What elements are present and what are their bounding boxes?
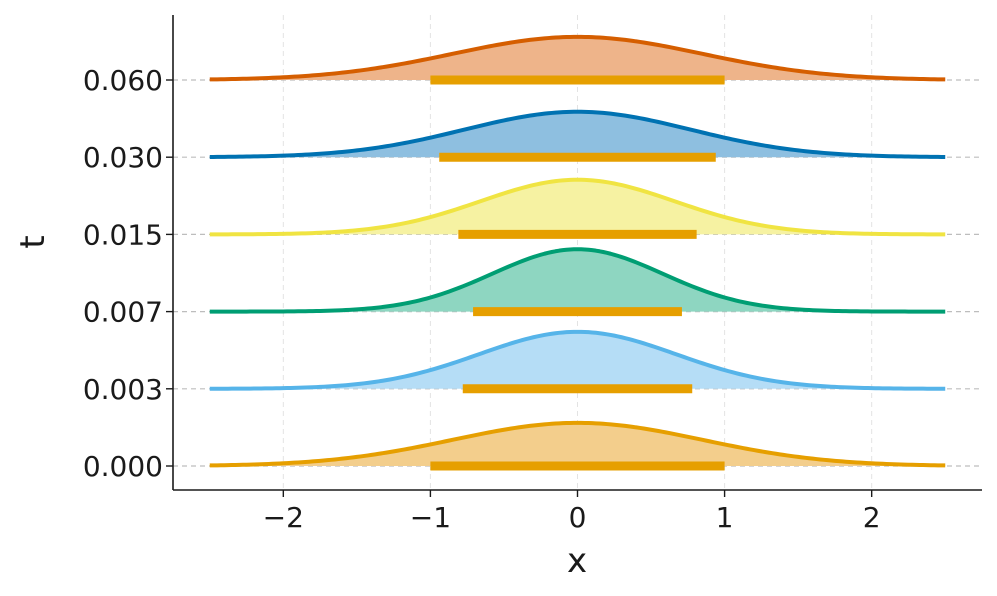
ridge-line [209,329,946,391]
y-axis-title: t [13,235,53,248]
ridge-fill [209,111,946,158]
ridge-0.000 [209,420,946,471]
ridge-line [209,34,946,82]
x-tick-label: −1 [410,501,451,534]
ridge-fill [209,249,946,312]
x-tick-label: 2 [863,501,881,534]
x-tick-label: 1 [716,501,734,534]
ridge-0.003 [209,329,946,394]
y-ticks: 0.060 0.030 0.015 0.007 0.003 0.000 [83,64,173,483]
ridges [209,34,946,471]
y-tick-label: 0.007 [83,296,163,329]
ridge-line [209,109,946,159]
x-tick-label: −2 [263,501,304,534]
y-tick-label: 0.030 [83,141,163,174]
ridge-0.030 [209,109,946,162]
ridge-line [209,247,946,314]
y-tick-label: 0.003 [83,373,163,406]
x-ticks: −2 −1 0 1 2 [263,490,881,534]
ridge-0.007 [209,247,946,317]
ridge-line [209,177,946,237]
ridge-fill [209,422,946,466]
ridge-line [209,420,946,468]
ridge-fill [209,179,946,235]
x-tick-label: 0 [569,501,587,534]
y-tick-label: 0.015 [83,218,163,251]
y-tick-label: 0.060 [83,64,163,97]
y-tick-label: 0.000 [83,450,163,483]
ridge-0.015 [209,177,946,239]
ridge-fill [209,36,946,80]
x-axis-title: x [567,541,587,581]
ridge-fill [209,331,946,389]
ridge-0.060 [209,34,946,85]
